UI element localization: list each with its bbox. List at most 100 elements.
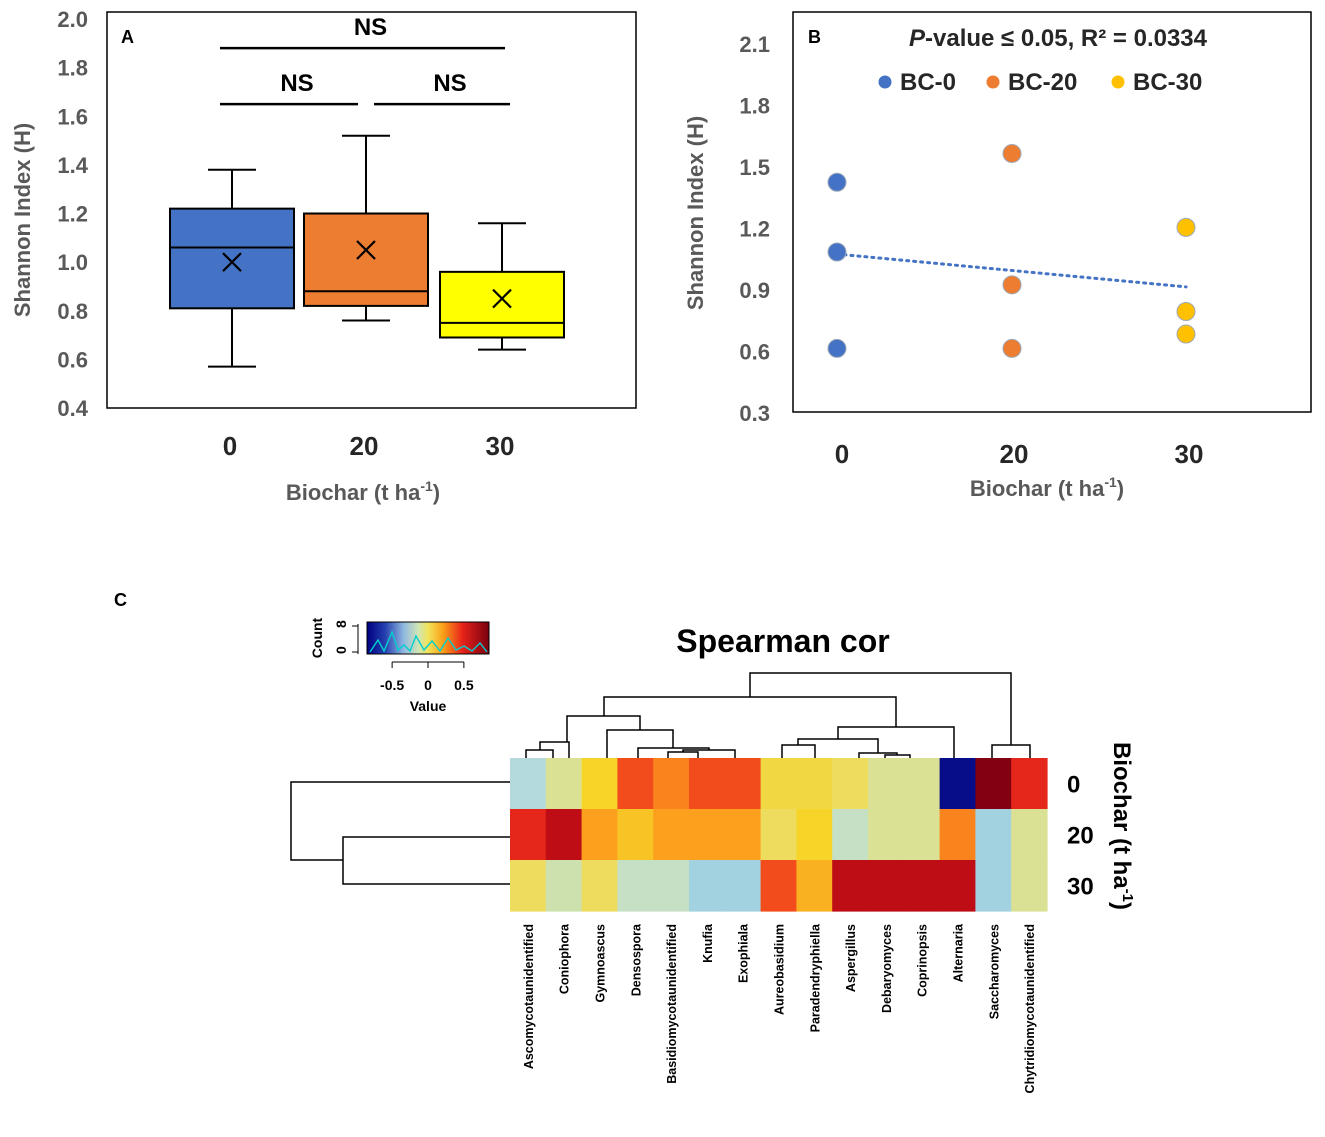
heatmap-row-label: 0 <box>1067 772 1080 799</box>
heatmap-column-label: Chytridiomycotaunidentified <box>1023 924 1037 1093</box>
heatmap-cell <box>760 860 797 912</box>
y-tick-label: 0.8 <box>57 299 88 324</box>
heatmap-cell <box>868 758 905 810</box>
heatmap-cell <box>1011 758 1048 810</box>
color-key-tick-label: 0 <box>424 677 432 693</box>
panel-a-box-plot: A 0.4 0.6 0.8 1.0 1.2 1.4 1.6 1.8 2.0 NS NS NS 0 20… <box>10 7 637 505</box>
heatmap-cell <box>724 758 762 810</box>
data-point-BC-20 <box>1002 144 1022 164</box>
data-point-BC-20 <box>1002 275 1022 295</box>
y-tick-label: 2.1 <box>739 32 770 57</box>
heatmap-cell <box>832 860 869 912</box>
y-tick-label: 0.6 <box>739 339 770 364</box>
legend-item-BC-20: BC-20 <box>986 69 1077 96</box>
heatmap-title: Spearman cor <box>676 623 889 659</box>
box-body <box>169 207 295 310</box>
heatmap-cell <box>581 758 618 810</box>
legend-label: BC-20 <box>1008 69 1077 96</box>
heatmap-cell <box>975 860 1012 912</box>
heatmap-column-label: Debaryomyces <box>880 924 894 1013</box>
heatmap-column-label: Paradendryphiella <box>808 923 822 1032</box>
box-body <box>439 270 565 339</box>
mean-marker <box>222 252 242 272</box>
heatmap-cell <box>939 809 976 861</box>
panel-a-label: A <box>121 27 134 47</box>
heatmap-cell <box>581 860 618 912</box>
y-tick-label: 1.6 <box>57 104 88 129</box>
heatmap-column-label: Gymnoascus <box>594 924 608 1003</box>
y-tick-label: 1.0 <box>57 250 88 275</box>
heatmap-cell <box>545 860 583 912</box>
heatmap-cell <box>760 758 797 810</box>
heatmap-cell <box>975 758 1012 810</box>
heatmap-cell <box>617 809 654 861</box>
heatmap-column-label: Coniophora <box>558 923 572 994</box>
legend-item-BC-0: BC-0 <box>878 69 956 96</box>
heatmap-cell <box>545 809 583 861</box>
heatmap-column-label: Aspergillus <box>844 924 858 992</box>
heatmap-cell <box>796 860 833 912</box>
heatmap-cell <box>617 860 654 912</box>
data-point-BC-30 <box>1176 217 1196 237</box>
heatmap-cell <box>545 758 583 810</box>
box-0 <box>169 168 295 368</box>
trendline <box>835 252 1188 289</box>
heatmap-cell <box>760 809 797 861</box>
box-30 <box>439 222 565 351</box>
heatmap-cell <box>653 758 690 810</box>
significance-label: NS <box>280 70 313 97</box>
heatmap-cell <box>796 809 833 861</box>
legend-marker <box>878 75 892 89</box>
count-tick-0: 0 <box>333 646 349 654</box>
heatmap-cell <box>939 860 976 912</box>
panel-b-title: P-value ≤ 0.05, R² = 0.0334 <box>909 25 1208 52</box>
y-tick-label: 1.8 <box>57 56 88 81</box>
heatmap-row-label: 20 <box>1067 823 1094 850</box>
heatmap-cell <box>975 809 1012 861</box>
legend-marker <box>986 75 1000 89</box>
heatmap-cell <box>868 860 905 912</box>
heatmap-column-label: Coprinopsis <box>916 924 930 997</box>
heatmap-cell <box>689 809 726 861</box>
panel-b-x-axis-label: Biochar (t ha-1) <box>970 474 1124 501</box>
heatmap-column-label: Aureobasidium <box>773 924 787 1015</box>
heatmap-cell <box>939 758 976 810</box>
heatmap-cell <box>510 860 547 912</box>
panel-a-y-axis-label: Shannon Index (H) <box>10 123 35 317</box>
color-key-count-title: Count <box>309 617 325 658</box>
y-tick-label: 1.8 <box>739 93 770 118</box>
heatmap-cell <box>868 809 905 861</box>
heatmap-cell <box>581 809 618 861</box>
heatmap-cell <box>903 860 941 912</box>
panel-b-scatter-plot: B P-value ≤ 0.05, R² = 0.0334 BC-0 BC-20 B… <box>683 11 1312 501</box>
color-key-tick-label: 0.5 <box>454 677 474 693</box>
heatmap-cell <box>796 758 833 810</box>
heatmap-cell <box>689 860 726 912</box>
heatmap-cell <box>689 758 726 810</box>
data-point-BC-0 <box>827 242 847 262</box>
x-tick-label: 30 <box>1175 439 1204 469</box>
heatmap-cell <box>1011 860 1048 912</box>
heatmap-cell <box>617 758 654 810</box>
x-tick-label: 30 <box>486 431 515 461</box>
significance-label: NS <box>354 14 387 41</box>
legend-label: BC-0 <box>900 69 956 96</box>
heatmap-cell <box>832 758 869 810</box>
mean-marker <box>492 288 512 309</box>
x-tick-label: 0 <box>835 439 849 469</box>
x-tick-label: 20 <box>1000 439 1029 469</box>
y-tick-label: 0.4 <box>57 396 88 421</box>
y-tick-label: 0.9 <box>739 278 770 303</box>
data-point-BC-0 <box>827 172 847 192</box>
y-tick-label: 1.2 <box>739 216 770 241</box>
x-tick-label: 0 <box>223 431 237 461</box>
heatmap-cell <box>903 758 941 810</box>
panel-c-heatmap: C Spearman cor 0 8 <box>114 590 1136 1093</box>
color-key-tick-label: -0.5 <box>380 677 404 693</box>
legend-item-BC-30: BC-30 <box>1111 69 1202 96</box>
heatmap-cell <box>1011 809 1048 861</box>
panel-b-label: B <box>808 27 821 47</box>
box-20 <box>303 134 429 322</box>
heatmap-row-label: 30 <box>1067 874 1094 901</box>
